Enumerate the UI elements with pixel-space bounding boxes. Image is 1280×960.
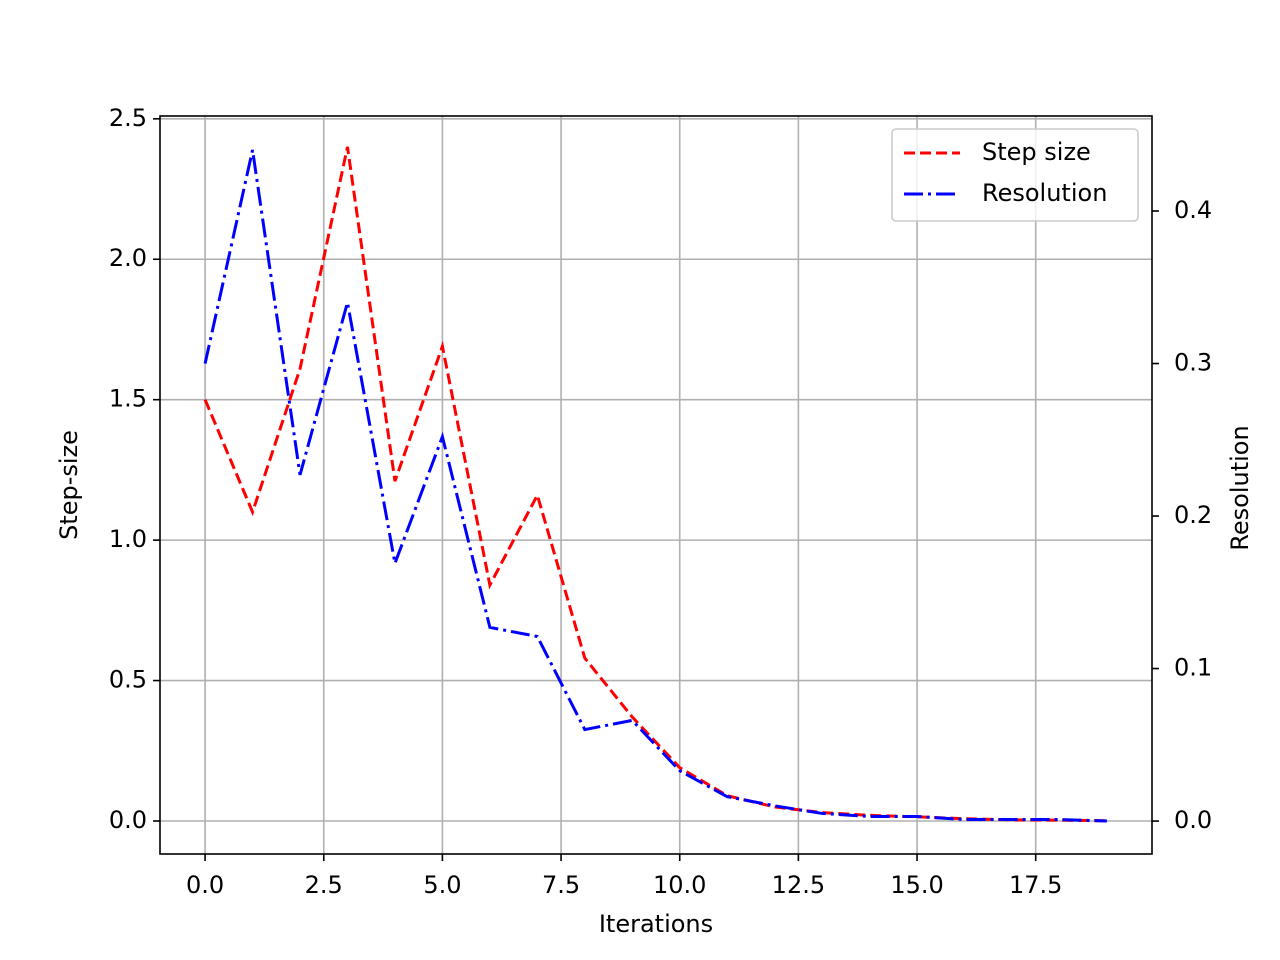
y2-tick-label: 0.4 (1174, 196, 1212, 224)
series-line (203, 149, 1107, 823)
y2-axis-label: Resolution (1226, 425, 1254, 550)
x-tick-label: 17.5 (1009, 871, 1062, 899)
legend-label: Step size (982, 138, 1091, 166)
y-tick-label: 1.0 (109, 525, 147, 553)
x-tick-label: 10.0 (653, 871, 706, 899)
y2-tick-label: 0.3 (1174, 349, 1212, 377)
y2-tick-label: 0.1 (1174, 654, 1212, 682)
legend-label: Resolution (982, 179, 1107, 207)
x-tick-label: 0.0 (186, 871, 224, 899)
y-tick-label: 0.5 (109, 666, 147, 694)
x-tick-label: 7.5 (542, 871, 580, 899)
y2-tick-label: 0.2 (1174, 501, 1212, 529)
x-tick-label: 12.5 (772, 871, 825, 899)
y2-tick-label: 0.0 (1174, 806, 1212, 834)
plot-frame (159, 115, 1153, 855)
y-tick-label: 2.5 (109, 104, 147, 132)
x-axis-label: Iterations (599, 910, 713, 938)
x-tick-label: 2.5 (305, 871, 343, 899)
y-tick-label: 0.0 (109, 806, 147, 834)
y-tick-label: 1.5 (109, 385, 147, 413)
y-axis-label: Step-size (55, 430, 83, 540)
x-tick-label: 15.0 (890, 871, 943, 899)
y-tick-label: 2.0 (109, 244, 147, 272)
x-tick-label: 5.0 (423, 871, 461, 899)
series-line (203, 146, 1107, 823)
